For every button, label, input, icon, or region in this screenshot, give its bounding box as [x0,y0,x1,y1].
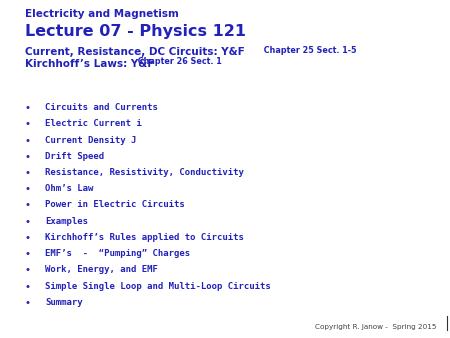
Text: •: • [25,249,31,259]
Text: Power in Electric Circuits: Power in Electric Circuits [45,200,185,210]
Text: EMF’s  -  “Pumping” Charges: EMF’s - “Pumping” Charges [45,249,190,258]
Text: •: • [25,168,31,178]
Text: •: • [25,136,31,146]
Text: Work, Energy, and EMF: Work, Energy, and EMF [45,265,158,274]
Text: Drift Speed: Drift Speed [45,152,104,161]
Text: Lecture 07 - Physics 121: Lecture 07 - Physics 121 [25,24,246,39]
Text: Examples: Examples [45,217,88,226]
Text: •: • [25,152,31,162]
Text: Current, Resistance, DC Circuits: Y&F: Current, Resistance, DC Circuits: Y&F [25,47,244,57]
Text: •: • [25,217,31,227]
Text: Simple Single Loop and Multi-Loop Circuits: Simple Single Loop and Multi-Loop Circui… [45,282,271,291]
Text: Summary: Summary [45,298,83,307]
Text: •: • [25,233,31,243]
Text: Copyright R. Janow -  Spring 2015: Copyright R. Janow - Spring 2015 [315,323,436,330]
Text: •: • [25,282,31,292]
Text: Electricity and Magnetism: Electricity and Magnetism [25,9,179,20]
Text: Kirchhoff’s Rules applied to Circuits: Kirchhoff’s Rules applied to Circuits [45,233,244,242]
Text: •: • [25,200,31,211]
Text: Chapter 26 Sect. 1: Chapter 26 Sect. 1 [135,57,222,67]
Text: Circuits and Currents: Circuits and Currents [45,103,158,112]
Text: •: • [25,265,31,275]
Text: Electric Current i: Electric Current i [45,119,142,128]
Text: Current Density J: Current Density J [45,136,136,145]
Text: •: • [25,103,31,113]
Text: Chapter 25 Sect. 1-5: Chapter 25 Sect. 1-5 [261,46,356,55]
Text: •: • [25,184,31,194]
Text: •: • [25,298,31,308]
Text: Resistance, Resistivity, Conductivity: Resistance, Resistivity, Conductivity [45,168,244,177]
Text: •: • [25,119,31,129]
Text: Ohm’s Law: Ohm’s Law [45,184,94,193]
Text: Kirchhoff’s Laws: Y&F: Kirchhoff’s Laws: Y&F [25,59,154,69]
